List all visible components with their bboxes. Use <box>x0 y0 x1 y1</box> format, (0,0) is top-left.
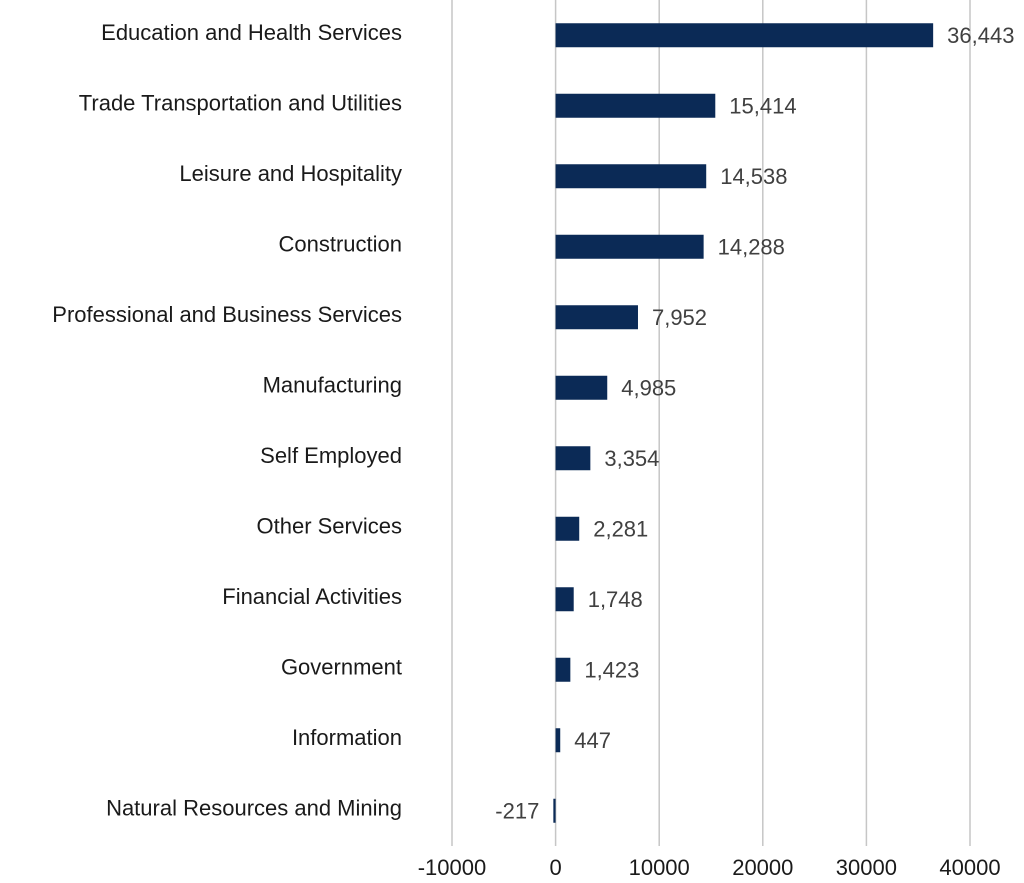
value-label: 14,538 <box>720 164 787 189</box>
category-label: Information <box>292 725 402 750</box>
bar <box>555 234 704 259</box>
category-label: Other Services <box>257 514 403 539</box>
bar <box>555 23 934 48</box>
bar <box>555 164 707 189</box>
category-label: Professional and Business Services <box>52 302 402 327</box>
x-tick-label: 30000 <box>836 855 897 880</box>
value-label: 7,952 <box>652 305 707 330</box>
category-label: Construction <box>278 232 402 257</box>
category-label: Self Employed <box>260 443 402 468</box>
x-tick-label: 0 <box>549 855 561 880</box>
value-label: 447 <box>574 728 611 753</box>
x-tick-label: 20000 <box>732 855 793 880</box>
value-label: 1,423 <box>584 658 639 683</box>
bar <box>555 587 574 612</box>
x-tick-label: 10000 <box>629 855 690 880</box>
category-label: Natural Resources and Mining <box>106 796 402 821</box>
category-label: Government <box>281 655 402 680</box>
value-label: 1,748 <box>588 587 643 612</box>
bar <box>555 375 608 400</box>
bar <box>553 798 556 823</box>
bar <box>555 93 716 118</box>
value-label: -217 <box>495 799 539 824</box>
x-tick-label: -10000 <box>418 855 487 880</box>
category-label: Financial Activities <box>222 584 402 609</box>
bar <box>555 446 591 471</box>
category-label: Education and Health Services <box>101 20 402 45</box>
value-label: 4,985 <box>621 376 676 401</box>
x-tick-label: 40000 <box>939 855 1000 880</box>
category-label: Leisure and Hospitality <box>179 161 402 186</box>
bar <box>555 305 638 330</box>
category-label: Trade Transportation and Utilities <box>79 91 402 116</box>
value-label: 14,288 <box>718 235 785 260</box>
value-label: 2,281 <box>593 517 648 542</box>
value-label: 15,414 <box>729 94 796 119</box>
bar <box>555 657 571 682</box>
bar <box>555 516 580 541</box>
bar <box>555 728 561 753</box>
value-label: 36,443 <box>947 23 1014 48</box>
category-label: Manufacturing <box>263 373 402 398</box>
value-label: 3,354 <box>604 446 659 471</box>
